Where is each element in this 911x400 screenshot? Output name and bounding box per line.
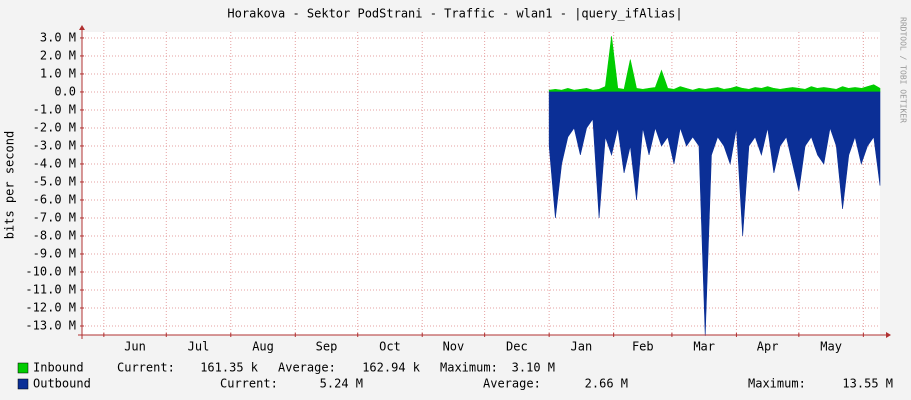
legend-stat-label: Current: [220,377,278,391]
y-tick-label: 0.0 [54,84,76,98]
axes [78,25,891,339]
legend-stat-label: Maximum: [748,377,806,391]
y-tick-label: -1.0 M [33,102,76,116]
x-tick-label: Jun [124,340,146,354]
legend-stat-label: Maximum: [440,361,498,375]
legend-stat-value: 13.55 M [842,377,893,391]
legend-stat-value: 161.35 k [200,361,259,375]
x-tick-label: Sep [316,340,338,354]
y-tick-label: -6.0 M [33,192,76,206]
legend-stat-value: 3.10 M [512,361,555,375]
grid [82,32,880,335]
y-arrow [79,25,85,30]
legend-stat-label: Average: [483,377,541,391]
chart-title: Horakova - Sektor PodStrani - Traffic - … [227,7,682,21]
y-tick-label: -4.0 M [33,156,76,170]
legend-stat-value: 2.66 M [585,377,628,391]
x-tick-label: Mar [693,340,715,354]
y-tick-label: -10.0 M [25,264,76,278]
legend-stat-label: Current: [117,361,175,375]
x-tick-label: Oct [379,340,401,354]
y-tick-label: -11.0 M [25,282,76,296]
legend-stat-value: 5.24 M [320,377,363,391]
x-tick-label: Nov [443,340,465,354]
legend-label: Outbound [33,377,91,391]
x-tick-label: Jan [571,340,593,354]
x-tick-label: Dec [506,340,528,354]
y-tick-label: -9.0 M [33,246,76,260]
y-tick-label: 3.0 M [40,30,76,44]
legend-label: Inbound [33,361,84,375]
y-tick-label: -7.0 M [33,210,76,224]
y-tick-label: -12.0 M [25,300,76,314]
area [548,36,881,93]
y-tick-label: -3.0 M [33,138,76,152]
y-tick-label: 2.0 M [40,48,76,62]
x-tick-label: Apr [757,340,779,354]
x-tick-label: Jul [188,340,210,354]
y-axis-label: bits per second [3,131,17,239]
areas [548,36,881,336]
y-tick-label: -8.0 M [33,228,76,242]
legend-stat-label: Average: [278,361,336,375]
x-tick-label: Aug [252,340,274,354]
area [548,91,881,336]
x-tick-label: May [820,340,842,354]
legend: Inbound Current: 161.35 k Average: 162.94 k M… [17,361,893,391]
y-tick-label: -5.0 M [33,174,76,188]
labels: 3.0 M 2.0 M 1.0 M 0.0 -1.0 M -2.0 M -3.0 M -4.0… [25,30,864,354]
y-tick-label: -2.0 M [33,120,76,134]
legend-swatch [17,378,29,390]
legend-swatch [17,362,29,374]
watermark: RRDTOOL / TOBI OETIKER [899,17,908,123]
x-arrow [886,332,891,338]
plot-area [82,32,880,335]
x-tick-label: Feb [632,340,654,354]
y-tick-label: 1.0 M [40,66,76,80]
legend-stat-value: 162.94 k [362,361,421,375]
y-tick-label: -13.0 M [25,318,76,332]
